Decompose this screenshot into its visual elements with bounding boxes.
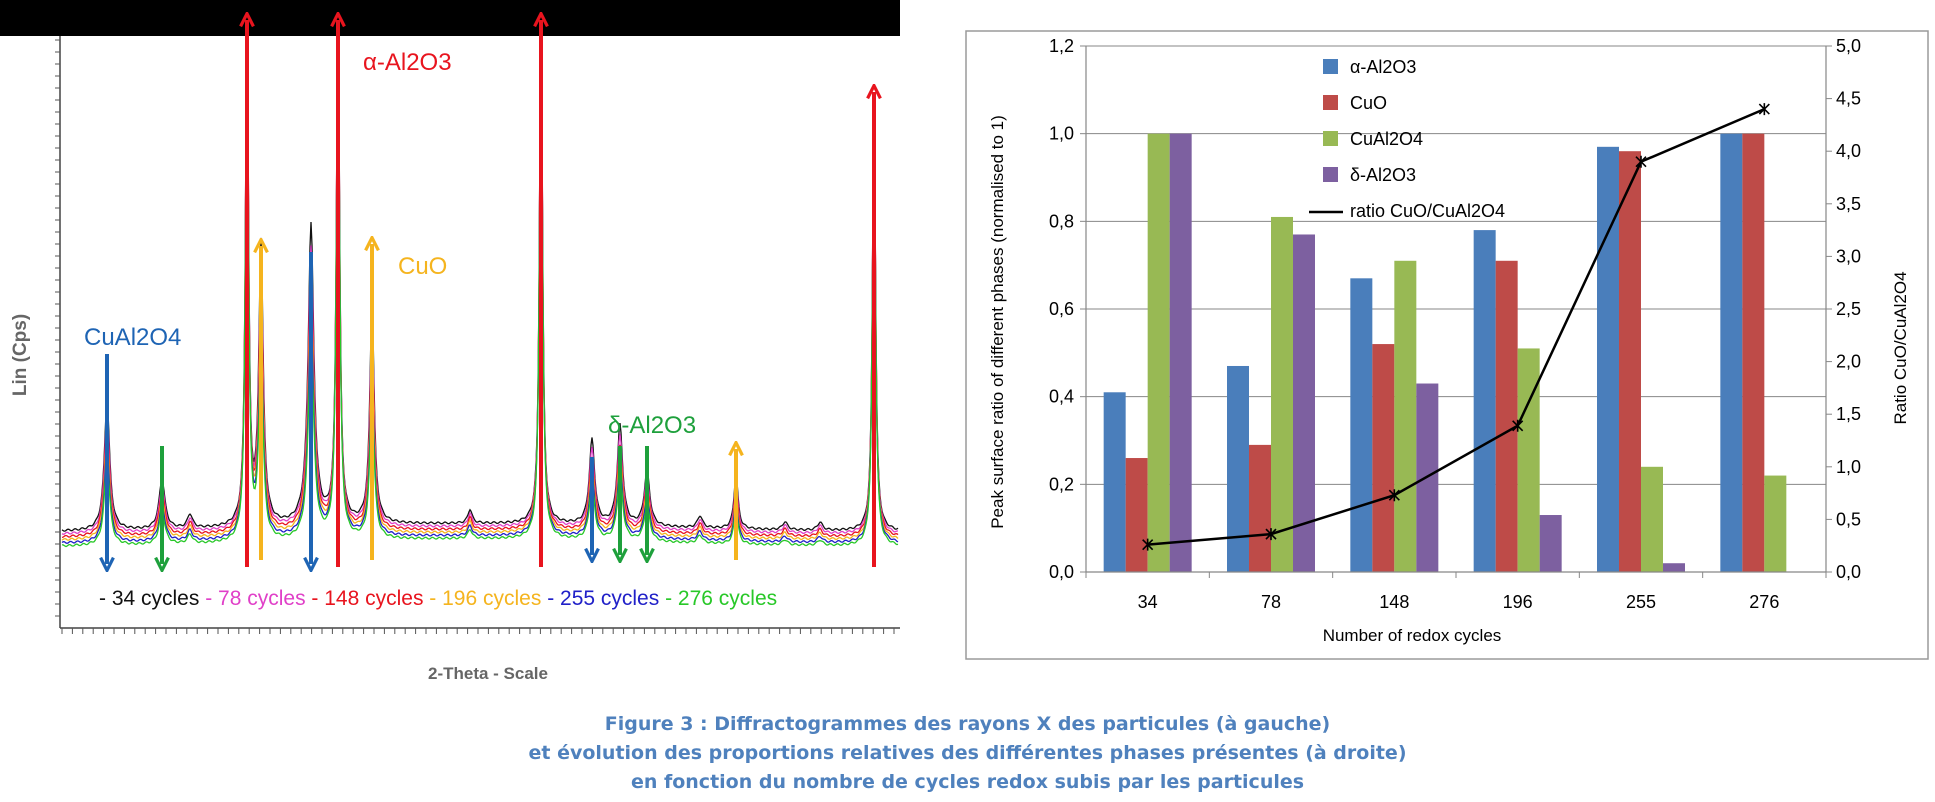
cycles-legend-item-4: - 255 cycles — [541, 587, 659, 610]
x-tick-label: 34 — [1138, 592, 1158, 612]
bar-chart-y2-axis-label: Ratio CuO/CuAl2O4 — [1891, 271, 1910, 424]
y2-tick-label: 2,5 — [1836, 299, 1861, 319]
ratio-point-78 — [1265, 528, 1277, 541]
xrd-curve-1 — [61, 21, 898, 535]
cycles-legend-item-2: - 148 cycles — [306, 587, 424, 610]
xrd-curve-0 — [61, 21, 899, 532]
cycles-legend: - 34 cycles - 78 cycles - 148 cycles - 1… — [99, 587, 777, 610]
caption-line-2: et évolution des proportions relatives d… — [528, 742, 1407, 764]
bar-2-78 — [1271, 216, 1293, 572]
y-tick-label: 1,2 — [1049, 36, 1074, 56]
legend-swatch-0 — [1323, 59, 1338, 74]
cycles-legend-item-0: - 34 cycles — [99, 587, 199, 610]
ratio-line — [1142, 103, 1770, 551]
cycles-legend-item-3: - 196 cycles — [423, 587, 541, 610]
bar-1-148 — [1372, 344, 1395, 572]
xrd-curve-3 — [61, 21, 899, 541]
legend-label-0: α-Al2O3 — [1350, 57, 1416, 77]
ratio-point-196 — [1512, 419, 1524, 432]
bar-chart-y-axis-label: Peak surface ratio of different phases (… — [988, 115, 1007, 529]
bar-2-34 — [1147, 133, 1170, 572]
legend-swatch-1 — [1323, 95, 1338, 110]
xrd-curve-5 — [61, 21, 899, 548]
bar-1-34 — [1125, 458, 1148, 572]
bar-2-276 — [1764, 475, 1787, 572]
x-tick-label: 78 — [1261, 592, 1281, 612]
x-tick-label: 255 — [1626, 592, 1656, 612]
legend-swatch-2 — [1323, 131, 1338, 146]
bar-1-78 — [1249, 444, 1271, 572]
bar-chart-legend: α-Al2O3 CuO CuAl2O4 δ-Al2O3 ratio CuO/CuAl2O… — [1309, 57, 1505, 221]
y-tick-label: 0,2 — [1049, 474, 1074, 494]
y-tick-label: 0,8 — [1049, 211, 1074, 231]
legend-label-1: CuO — [1350, 93, 1387, 113]
bar-3-196 — [1539, 515, 1562, 572]
bar-0-78 — [1227, 365, 1249, 572]
bar-0-148 — [1350, 278, 1373, 572]
bar-0-255 — [1597, 146, 1619, 573]
xrd-curve-2 — [61, 21, 899, 539]
y2-tick-label: 3,5 — [1836, 194, 1861, 214]
y-tick-label: 1,0 — [1049, 124, 1074, 144]
x-tick-label: 276 — [1749, 592, 1779, 612]
xrd-top-bar — [0, 0, 900, 36]
bar-2-255 — [1641, 466, 1663, 572]
xrd-y-axis-label: Lin (Cps) — [10, 314, 31, 396]
cycles-legend-item-5: - 276 cycles — [659, 587, 777, 610]
y2-tick-label: 1,0 — [1836, 457, 1861, 477]
y-tick-label: 0,0 — [1049, 562, 1074, 582]
bar-1-276 — [1742, 133, 1765, 572]
bar-chart-bars — [1103, 133, 1787, 573]
cual2o4-annotation: CuAl2O4 — [84, 324, 181, 351]
cuo-annotation: CuO — [398, 253, 447, 280]
xrd-arrows — [107, 20, 874, 567]
xrd-curve-4 — [61, 21, 899, 544]
y2-tick-label: 5,0 — [1836, 36, 1861, 56]
y2-tick-label: 1,5 — [1836, 404, 1861, 424]
legend-swatch-3 — [1323, 167, 1338, 182]
legend-label-4: ratio CuO/CuAl2O4 — [1350, 201, 1505, 221]
bar-3-78 — [1293, 234, 1315, 572]
bar-chart-panel: 0,0 0,2 0,4 0,6 0,8 1,0 1,2 0,0 0,5 1,0 1,5 2,0 2,5 3… — [965, 30, 1929, 660]
figure-caption: Figure 3 : Diffractogrammes des rayons X… — [0, 710, 1935, 797]
y-tick-label: 0,4 — [1049, 387, 1074, 407]
xrd-panel: Lin (Cps) 2-Theta - Scale α-Al2O3 CuO Cu… — [0, 0, 900, 683]
xrd-curves — [61, 21, 899, 548]
x-tick-label: 196 — [1503, 592, 1533, 612]
ratio-point-34 — [1142, 538, 1154, 551]
bar-chart-axes: 0,0 0,2 0,4 0,6 0,8 1,0 1,2 0,0 0,5 1,0 1,5 2,0 2,5 3… — [1049, 36, 1861, 612]
y-tick-label: 0,6 — [1049, 299, 1074, 319]
xrd-ticks — [55, 39, 895, 634]
bar-1-196 — [1495, 260, 1518, 572]
delta-annotation: δ-Al2O3 — [608, 412, 696, 439]
ratio-point-276 — [1758, 103, 1770, 116]
ratio-point-148 — [1388, 489, 1400, 502]
ratio-line-path — [1147, 107, 1765, 546]
y2-tick-label: 0,0 — [1836, 562, 1861, 582]
caption-line-3: en fonction du nombre de cycles redox su… — [630, 771, 1305, 793]
y2-tick-label: 4,0 — [1836, 141, 1861, 161]
xrd-x-axis-label: 2-Theta - Scale — [428, 664, 548, 683]
caption-line-1: Figure 3 : Diffractogrammes des rayons X… — [604, 713, 1331, 735]
cycles-legend-item-1: - 78 cycles — [199, 587, 305, 610]
bar-0-34 — [1103, 392, 1126, 572]
bar-chart-x-axis-label: Number of redox cycles — [1323, 626, 1502, 645]
y2-tick-label: 4,5 — [1836, 89, 1861, 109]
bar-3-34 — [1169, 133, 1192, 572]
ratio-point-255 — [1635, 155, 1647, 168]
bar-0-196 — [1473, 230, 1496, 572]
y2-tick-label: 2,0 — [1836, 352, 1861, 372]
y2-tick-label: 3,0 — [1836, 246, 1861, 266]
bar-2-196 — [1517, 348, 1540, 572]
x-tick-label: 148 — [1379, 592, 1409, 612]
bar-1-255 — [1619, 151, 1641, 572]
bar-3-255 — [1663, 563, 1685, 572]
bar-2-148 — [1394, 260, 1417, 572]
y2-tick-label: 0,5 — [1836, 509, 1861, 529]
legend-label-2: CuAl2O4 — [1350, 129, 1423, 149]
bar-0-276 — [1720, 133, 1743, 572]
alpha-annotation: α-Al2O3 — [363, 49, 452, 76]
legend-label-3: δ-Al2O3 — [1350, 165, 1416, 185]
